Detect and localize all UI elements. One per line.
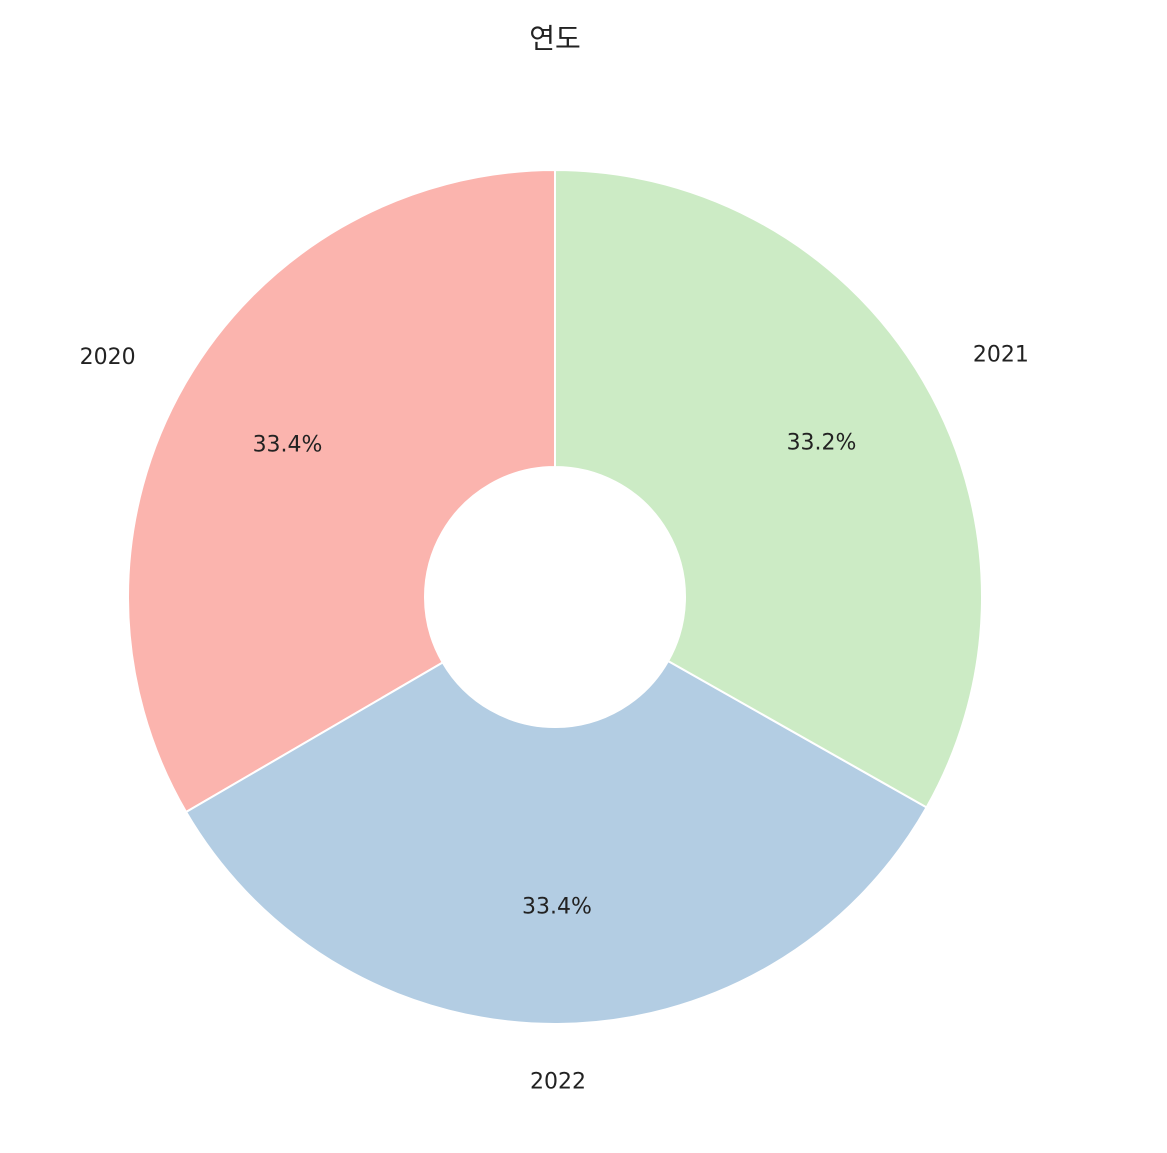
pie-slice-2021 bbox=[554, 168, 983, 809]
pie-slice-2022 bbox=[184, 659, 928, 1025]
pie-slice-2020 bbox=[127, 168, 556, 814]
percent-label-2022: 33.4% bbox=[522, 894, 592, 919]
slice-label-2020: 2020 bbox=[80, 345, 136, 370]
pie-slices bbox=[127, 168, 983, 1025]
slice-label-2022: 2022 bbox=[530, 1070, 586, 1095]
slice-label-2021: 2021 bbox=[973, 342, 1029, 367]
percent-label-2020: 33.4% bbox=[253, 432, 323, 457]
pie-labels: 2020 33.4% 2022 33.4% 2021 33.2% bbox=[80, 342, 1029, 1094]
chart-title: 연도 bbox=[529, 22, 581, 55]
percent-label-2021: 33.2% bbox=[787, 431, 857, 456]
